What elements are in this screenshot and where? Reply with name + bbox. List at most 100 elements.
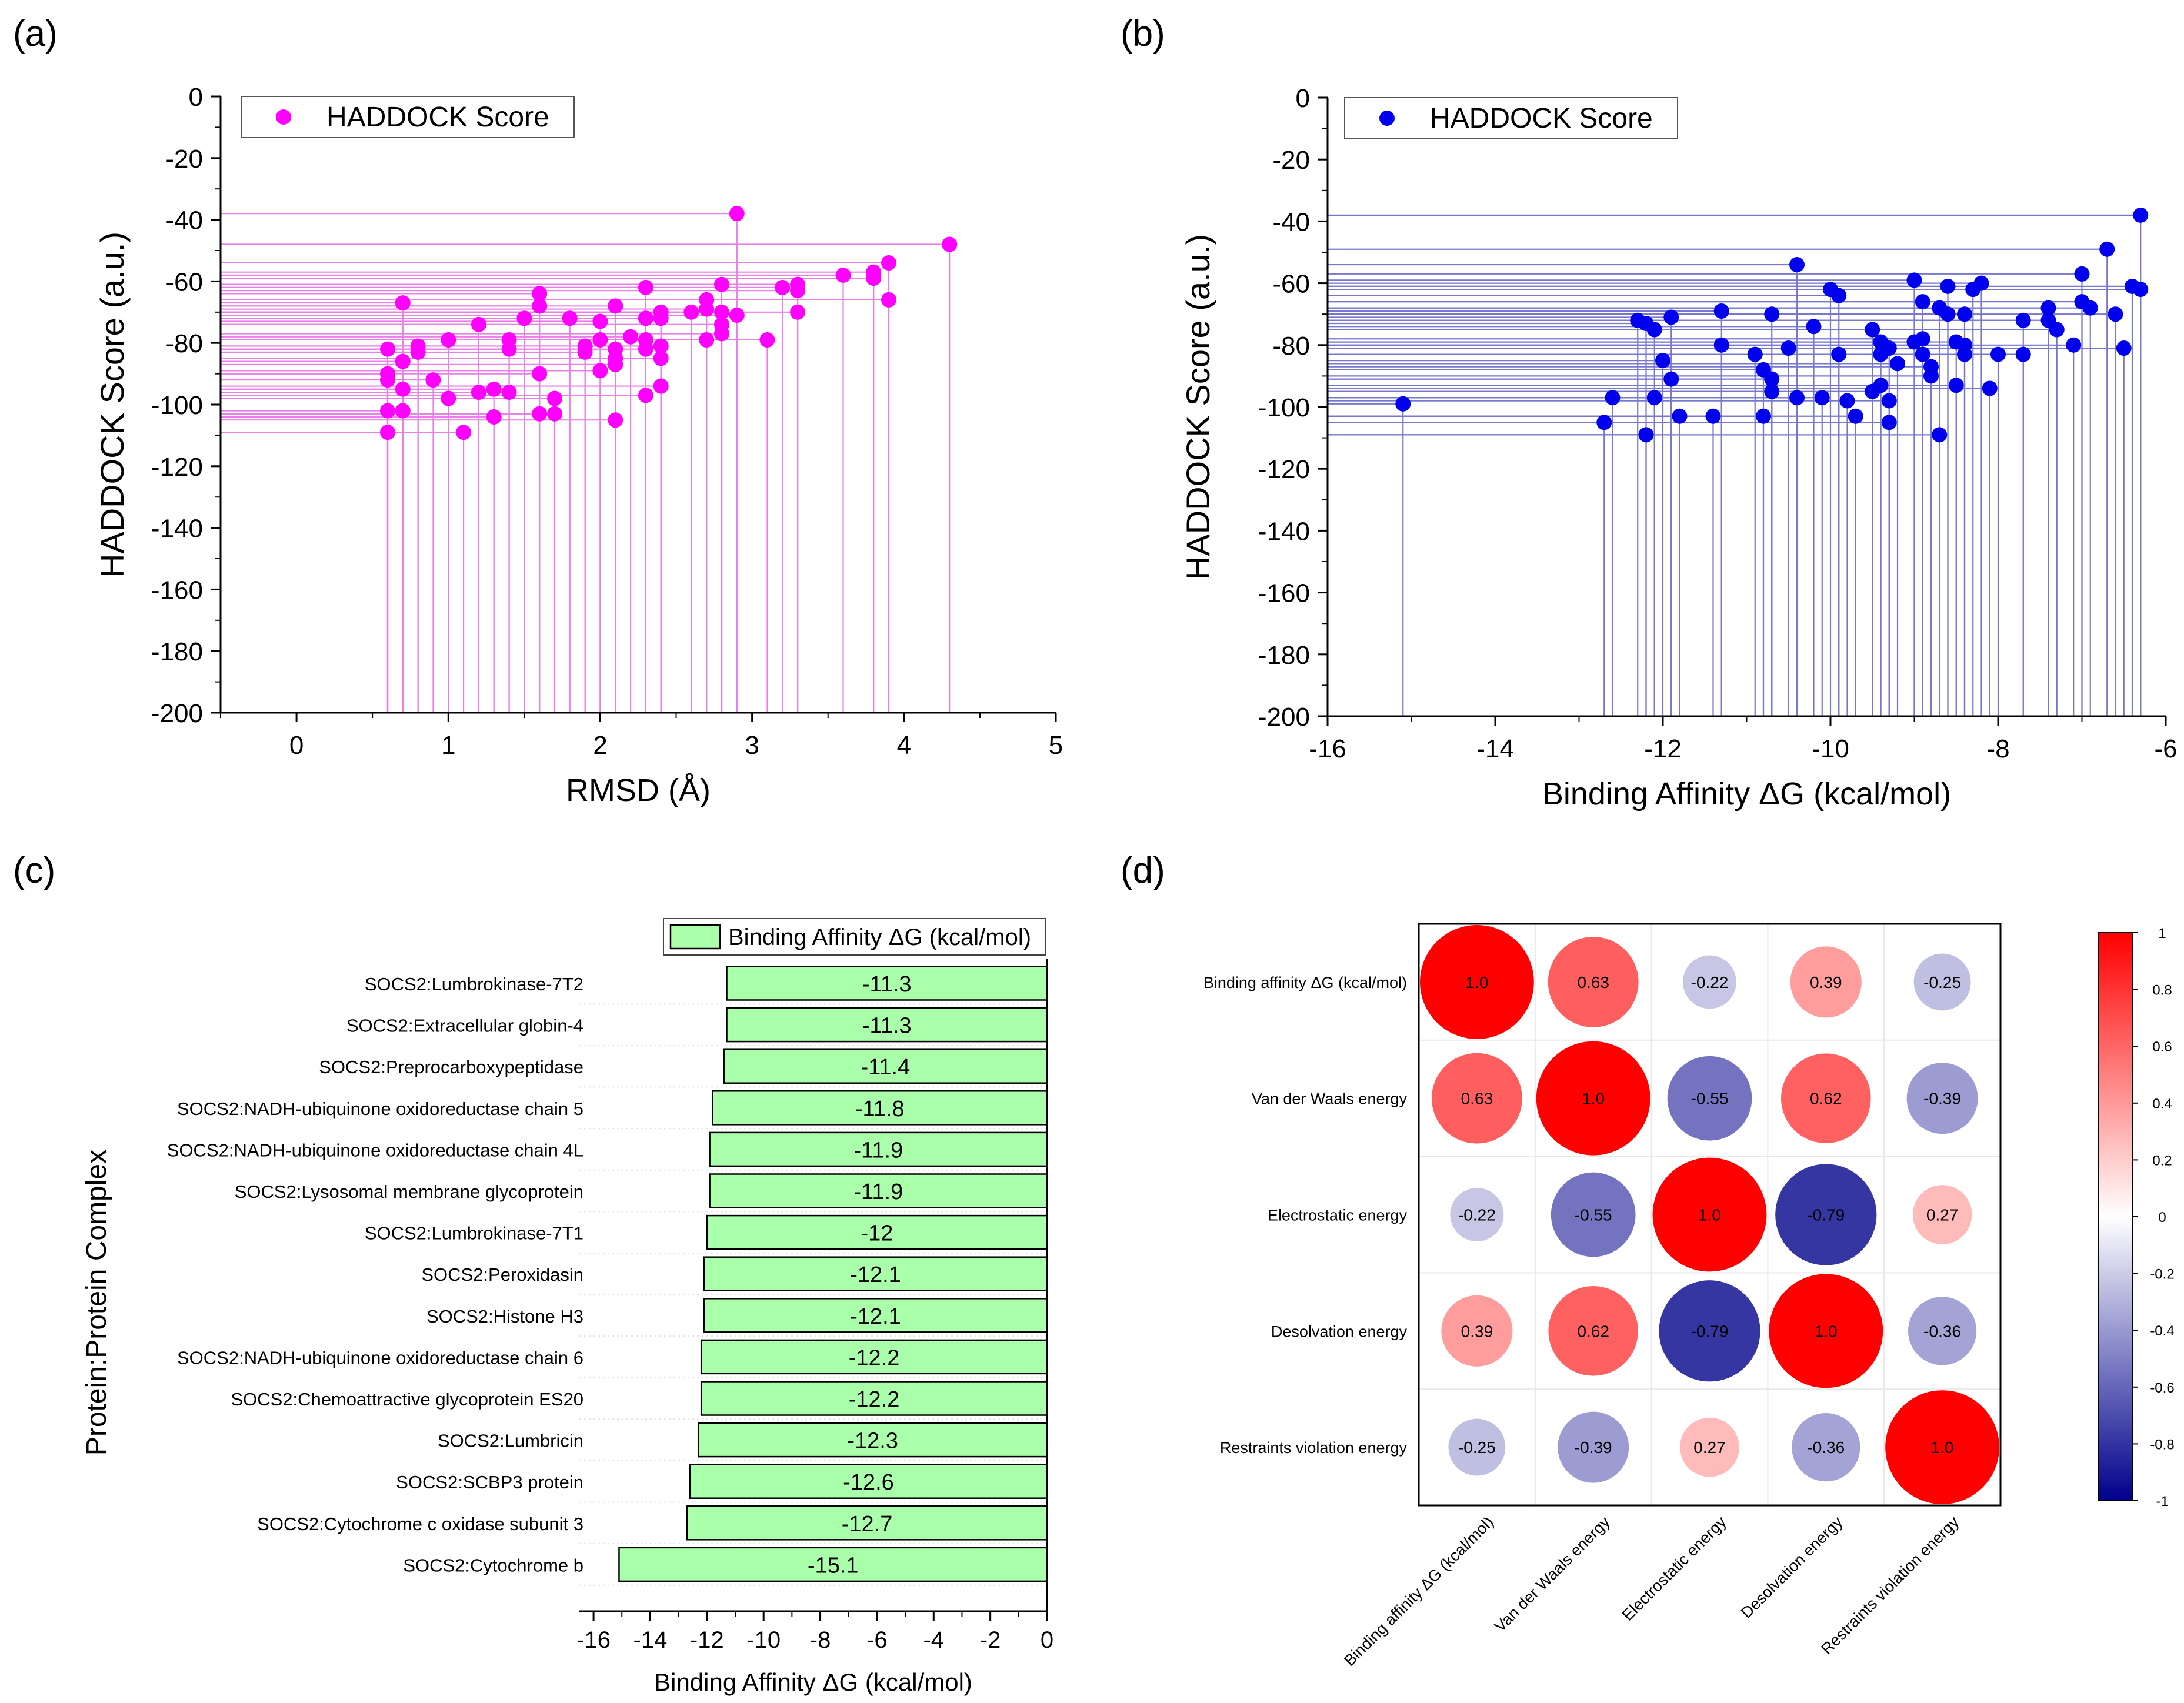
x-tick-label: -14 — [633, 1627, 668, 1653]
colorbar-tick-label: -0.4 — [2150, 1323, 2174, 1339]
data-point — [547, 390, 562, 406]
y-tick-label: -160 — [151, 576, 203, 605]
row-label: Binding affinity ΔG (kcal/mol) — [1203, 974, 1407, 991]
data-points — [1395, 207, 2149, 443]
data-point — [775, 279, 791, 295]
data-point — [1873, 378, 1889, 393]
data-point — [395, 403, 411, 419]
category-label: SOCS2:Lysosomal membrane glycoprotein — [235, 1181, 583, 1202]
data-point — [380, 372, 395, 388]
data-point — [1957, 346, 1972, 362]
colorbar-tick-label: 0.2 — [2152, 1153, 2172, 1168]
row-label: Electrostatic energy — [1268, 1207, 1408, 1224]
data-points — [380, 206, 958, 440]
y-tick-label: -20 — [1272, 146, 1310, 175]
colorbar-tick-label: 1 — [2158, 926, 2166, 941]
category-label: SOCS2:NADH-ubiquinone oxidoreductase cha… — [167, 1140, 583, 1160]
bar — [700, 1381, 1048, 1416]
data-point — [1806, 319, 1822, 335]
correlation-circle — [1680, 1417, 1739, 1477]
correlation-value: -0.22 — [1691, 973, 1729, 991]
data-point — [532, 298, 548, 314]
correlation-value: 0.63 — [1577, 973, 1609, 991]
data-point — [608, 298, 623, 314]
row-label: Restraints violation energy — [1220, 1439, 1408, 1457]
y-tick-label: -140 — [151, 515, 203, 543]
column-label: Binding affinity ΔG (kcal/mol) — [1341, 1513, 1497, 1669]
data-point — [501, 341, 517, 357]
data-point — [1881, 340, 1897, 356]
data-point — [1705, 408, 1721, 424]
data-point — [653, 310, 669, 326]
data-point — [714, 326, 729, 342]
category-label: SOCS2:Cytochrome b — [403, 1555, 583, 1575]
data-point — [1848, 408, 1863, 424]
drop-lines — [221, 213, 951, 713]
x-tick-label: -10 — [1812, 734, 1849, 763]
correlation-value: -0.25 — [1458, 1438, 1496, 1457]
correlation-circle — [1775, 1164, 1877, 1265]
panel-label-a: (a) — [13, 14, 58, 54]
y-tick-label: -20 — [165, 145, 203, 173]
data-point — [2116, 340, 2132, 356]
x-axis-label: Binding Affinity ΔG (kcal/mol) — [1542, 776, 1951, 812]
data-point — [729, 308, 745, 323]
bar-value-label: -15.1 — [808, 1553, 859, 1578]
data-point — [699, 332, 715, 348]
data-point — [1923, 368, 1939, 384]
data-point — [2015, 346, 2031, 362]
data-point — [577, 344, 593, 360]
data-point — [1672, 408, 1688, 424]
category-label: SOCS2:Cytochrome c oxidase subunit 3 — [257, 1514, 583, 1534]
correlation-circle — [1659, 1280, 1760, 1382]
data-point — [1890, 356, 1905, 372]
correlation-value: 0.62 — [1810, 1090, 1842, 1108]
correlation-value: 1.0 — [1931, 1438, 1954, 1457]
data-point — [516, 310, 532, 326]
data-point — [2133, 207, 2149, 223]
data-point — [532, 366, 548, 382]
correlation-value: 1.0 — [1465, 973, 1488, 991]
data-point — [592, 313, 608, 329]
colorbar — [2098, 932, 2133, 1501]
data-point — [380, 341, 395, 357]
data-point — [638, 310, 653, 326]
correlation-value: 0.39 — [1461, 1322, 1493, 1340]
colorbar-tick-label: -0.8 — [2150, 1437, 2174, 1452]
data-point — [1881, 415, 1897, 430]
data-point — [1814, 390, 1830, 406]
correlation-circle — [1683, 955, 1736, 1009]
correlation-circle — [1792, 1413, 1860, 1482]
data-point — [486, 381, 502, 397]
x-tick-label: -6 — [2154, 734, 2177, 763]
data-point — [1646, 322, 1662, 338]
bar-value-label: -11.3 — [862, 972, 912, 997]
correlation-circle — [1420, 925, 1534, 1039]
data-point — [1596, 415, 1612, 430]
data-point — [1756, 408, 1771, 424]
data-point — [1747, 346, 1763, 362]
data-point — [532, 406, 548, 422]
y-axis-label: HADDOCK Score (a.u.) — [1179, 234, 1216, 580]
data-point — [1982, 380, 1998, 396]
data-point — [1973, 275, 1989, 291]
data-point — [1605, 390, 1621, 406]
data-point — [1713, 303, 1729, 319]
bar-value-label: -12.2 — [849, 1387, 900, 1412]
data-point — [1915, 294, 1930, 310]
bar-value-label: -11.9 — [853, 1138, 903, 1163]
correlation-value: -0.36 — [1807, 1438, 1845, 1457]
row-label: Desolvation energy — [1271, 1323, 1408, 1340]
bar-value-label: -11.8 — [855, 1097, 905, 1121]
data-point — [1948, 378, 1964, 393]
data-point — [2074, 266, 2090, 282]
y-tick-label: -100 — [1258, 393, 1310, 422]
correlation-circle — [1906, 1063, 1978, 1134]
data-point — [683, 304, 699, 320]
x-tick-label: 3 — [745, 731, 759, 760]
colorbar-tick-label: -0.6 — [2150, 1380, 2174, 1396]
y-tick-label: -200 — [151, 699, 203, 728]
y-tick-label: -80 — [165, 329, 203, 358]
data-point — [1906, 272, 1922, 288]
chart-b-haddock-vs-binding-affinity: 0 -20 -40 -60 -80 -100 -120 -140 -160 -180 -200-16… — [1179, 84, 2178, 812]
